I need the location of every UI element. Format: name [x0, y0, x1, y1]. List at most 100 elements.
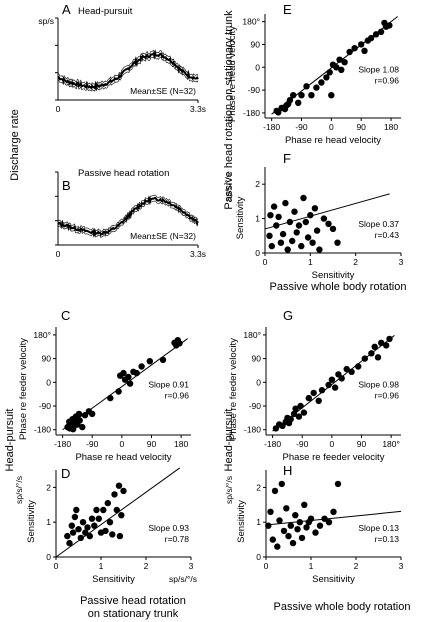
- data-point: [333, 64, 340, 71]
- panel-h: H0 1 2 3012SensitivitySensitivitysp/s/°/sSl…: [224, 463, 404, 585]
- y-tick-label: 0: [255, 248, 260, 258]
- data-point: [116, 532, 124, 540]
- data-point: [294, 526, 301, 533]
- y-axis-label: Sensitivity: [26, 500, 37, 543]
- data-point: [284, 246, 291, 253]
- x-tick-label: 0: [56, 249, 61, 259]
- data-point: [328, 376, 336, 383]
- data-point: [372, 31, 380, 38]
- x-tick-label: 1: [308, 257, 313, 267]
- data-point: [311, 205, 319, 212]
- panel-letter-c: C: [61, 308, 70, 323]
- x-tick-label: 3.3s: [190, 249, 206, 259]
- data-point: [343, 365, 350, 373]
- data-point: [279, 230, 287, 238]
- panel-letter-e: E: [283, 2, 292, 17]
- y-axis-unit: sp/s/°/s: [14, 476, 24, 504]
- panel-a: Asp/s 0 3.3s Head-pursuit Mean±SE (N=32): [38, 2, 206, 114]
- data-point: [303, 83, 310, 90]
- data-point: [269, 536, 276, 543]
- data-point: [329, 225, 337, 233]
- data-point: [64, 532, 71, 540]
- data-point: [346, 48, 353, 56]
- data-point: [287, 416, 294, 423]
- data-point: [71, 513, 79, 521]
- y-tick-label: 180°: [243, 330, 261, 340]
- r-annotation: r=0.96: [375, 391, 400, 401]
- data-point: [66, 539, 73, 547]
- y-tick-label: -90: [39, 401, 52, 411]
- data-point: [298, 92, 305, 99]
- y-tick-label: 2: [46, 482, 51, 492]
- data-point: [355, 363, 362, 370]
- caption-right-middle: Passive whole body rotation: [270, 281, 407, 293]
- slope-annotation: Slope 0.93: [148, 523, 189, 533]
- x-tick-label: 2: [144, 561, 149, 571]
- x-tick-label: -90: [86, 439, 99, 449]
- panel-e: E -180 -90 0 90 180 180° 90 0 -90 -180 Phase re hea…: [227, 2, 401, 146]
- data-point: [377, 28, 385, 35]
- passive-head-rotation-column-label: Passive head rotation on stationary trun…: [223, 10, 235, 210]
- data-point: [273, 222, 280, 229]
- data-point: [93, 506, 100, 514]
- y-tick-label: 0: [255, 62, 260, 72]
- data-point: [304, 234, 312, 241]
- r-annotation: r=0.96: [375, 75, 400, 85]
- x-tick-label: 2: [354, 561, 359, 571]
- data-point: [125, 373, 132, 381]
- data-point: [348, 368, 355, 375]
- x-tick-label: 1: [309, 561, 314, 571]
- data-point: [316, 522, 324, 529]
- data-point: [295, 99, 302, 107]
- data-point: [120, 487, 127, 495]
- data-point: [300, 194, 307, 202]
- data-point: [268, 242, 275, 250]
- panel-title: Head-pursuit: [78, 6, 133, 17]
- data-point: [328, 92, 335, 99]
- y-tick-label: 1: [256, 517, 261, 527]
- panel-c: C -180 -90 0 90 180 180° 90 0 -90 -180 Phase re hea…: [18, 308, 191, 463]
- data-point: [334, 480, 342, 488]
- data-point: [303, 524, 310, 531]
- data-point: [102, 527, 109, 535]
- data-point: [109, 531, 116, 538]
- data-point: [267, 212, 274, 219]
- data-point: [330, 508, 337, 515]
- caption-bottom-left-line1: Passive head rotation: [80, 595, 186, 607]
- y-tick-label: 90: [252, 354, 262, 364]
- x-axis-label: Phase re feeder velocity: [283, 452, 385, 463]
- data-point: [126, 380, 134, 387]
- x-tick-label: 1: [99, 561, 104, 571]
- mean-line: [57, 50, 199, 90]
- data-point: [325, 519, 333, 526]
- mean-se-annotation: Mean±SE (N=32): [130, 231, 196, 241]
- data-point: [91, 522, 98, 529]
- data-point: [298, 534, 306, 542]
- panel-title: Passive head rotation: [78, 168, 169, 179]
- x-tick-label: -180: [263, 122, 280, 132]
- data-point: [367, 34, 375, 42]
- y-tick-label: -90: [249, 401, 262, 411]
- data-point: [307, 212, 314, 219]
- data-point: [267, 508, 274, 515]
- data-point: [334, 239, 341, 246]
- y-axis-label: Phase re head velocity: [227, 26, 238, 122]
- x-axis-label: Sensitivity: [312, 270, 355, 281]
- data-point: [291, 208, 298, 215]
- data-point: [115, 388, 122, 395]
- data-point: [282, 199, 289, 207]
- x-tick-label: 0: [119, 439, 124, 449]
- slope-annotation: Slope 0.91: [148, 380, 189, 390]
- data-point: [75, 526, 82, 533]
- r-annotation: r=0.78: [165, 534, 190, 544]
- data-point: [318, 387, 326, 394]
- y-axis-label: Phase re feeder velocity: [18, 338, 29, 440]
- data-point: [386, 335, 393, 343]
- data-point: [106, 519, 114, 526]
- x-tick-label: 0: [54, 561, 59, 571]
- x-tick-label: 2: [353, 257, 358, 267]
- data-point: [289, 237, 296, 245]
- y-axis-unit: sp/s/°/s: [223, 173, 233, 201]
- x-tick-label: 3.3s: [190, 104, 206, 114]
